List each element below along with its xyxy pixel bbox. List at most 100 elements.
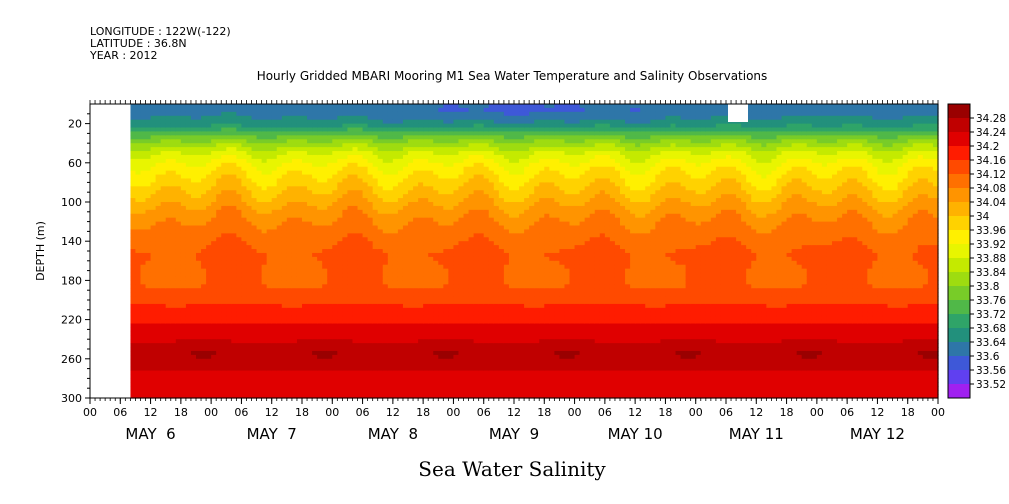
heatmap-cell [322, 331, 328, 336]
heatmap-cell [241, 209, 248, 215]
heatmap-cell [428, 119, 434, 125]
heatmap-cell [281, 162, 288, 168]
heatmap-cell [236, 107, 243, 113]
heatmap-cell [433, 115, 439, 121]
heatmap-cell [342, 237, 349, 242]
heatmap-cell [372, 366, 379, 372]
heatmap-cell [342, 139, 349, 144]
heatmap-cell [130, 362, 137, 368]
heatmap-cell [428, 292, 434, 297]
heatmap-cell [307, 276, 313, 281]
heatmap-cell [312, 280, 318, 285]
heatmap-cell [418, 256, 424, 262]
heatmap-cell [236, 280, 243, 285]
heatmap-cell [160, 131, 167, 136]
heatmap-cell [261, 343, 268, 348]
heatmap-cell [165, 323, 172, 329]
heatmap-cell [175, 233, 182, 238]
heatmap-cell [357, 202, 364, 207]
heatmap-cell [438, 339, 444, 344]
heatmap-cell [322, 362, 328, 368]
heatmap-cell [347, 194, 354, 199]
heatmap-cell [170, 280, 177, 285]
heatmap-cell [352, 276, 359, 281]
heatmap-cell [453, 123, 460, 129]
heatmap-cell [221, 205, 227, 211]
heatmap-cell [241, 143, 248, 148]
heatmap-cell [458, 252, 465, 258]
heatmap-cell [402, 343, 409, 348]
heatmap-cell [418, 154, 424, 160]
heatmap-cell [201, 331, 207, 336]
heatmap-cell [453, 252, 460, 258]
heatmap-cell [362, 135, 369, 140]
heatmap-cell [397, 386, 404, 391]
heatmap-cell [286, 225, 293, 231]
heatmap-cell [317, 221, 323, 227]
heatmap-cell [322, 162, 328, 168]
heatmap-cell [392, 335, 399, 340]
heatmap-cell [211, 354, 217, 360]
heatmap-cell [135, 350, 142, 356]
heatmap-cell [307, 104, 313, 109]
heatmap-cell [443, 358, 449, 364]
heatmap-cell [312, 154, 318, 160]
heatmap-cell [135, 217, 142, 223]
heatmap-cell [332, 323, 338, 329]
heatmap-cell [342, 111, 349, 117]
heatmap-cell [276, 394, 283, 399]
heatmap-cell [438, 115, 444, 121]
heatmap-cell [347, 382, 354, 387]
heatmap-cell [397, 327, 404, 332]
heatmap-cell [402, 315, 409, 321]
heatmap-cell [423, 300, 429, 305]
heatmap-cell [342, 131, 349, 136]
heatmap-cell [196, 284, 202, 289]
heatmap-cell [135, 205, 142, 211]
heatmap-cell [402, 378, 409, 383]
heatmap-cell [327, 107, 333, 113]
heatmap-cell [377, 335, 384, 340]
heatmap-cell [271, 166, 278, 172]
heatmap-cell [382, 135, 389, 140]
heatmap-cell [251, 233, 258, 238]
heatmap-cell [357, 127, 364, 133]
heatmap-cell [140, 162, 147, 168]
heatmap-cell [206, 327, 212, 332]
heatmap-cell [145, 178, 152, 183]
heatmap-cell [453, 256, 460, 262]
heatmap-cell [423, 260, 429, 266]
heatmap-cell [418, 323, 424, 329]
heatmap-cell [342, 378, 349, 383]
heatmap-cell [337, 194, 343, 199]
heatmap-cell [291, 370, 298, 376]
heatmap-cell [413, 170, 419, 176]
heatmap-cell [251, 288, 258, 293]
heatmap-cell [180, 162, 187, 168]
heatmap-cell [387, 260, 394, 266]
heatmap-cell [357, 280, 364, 285]
heatmap-cell [397, 347, 404, 352]
heatmap-cell [256, 233, 263, 238]
heatmap-cell [342, 162, 349, 168]
heatmap-cell [135, 280, 142, 285]
heatmap-cell [433, 158, 439, 164]
heatmap-cell [175, 315, 182, 321]
heatmap-cell [458, 143, 465, 148]
heatmap-cell [397, 135, 404, 140]
heatmap-cell [382, 119, 389, 125]
heatmap-cell [397, 202, 404, 207]
heatmap-cell [266, 249, 273, 254]
heatmap-cell [266, 300, 273, 305]
heatmap-cell [408, 331, 414, 336]
heatmap-cell [206, 362, 212, 368]
heatmap-cell [322, 335, 328, 340]
heatmap-cell [453, 249, 460, 254]
heatmap-cell [256, 323, 263, 329]
heatmap-cell [165, 174, 172, 180]
heatmap-cell [261, 143, 268, 148]
heatmap-cell [307, 382, 313, 387]
heatmap-cell [271, 303, 278, 309]
heatmap-cell [185, 154, 192, 160]
heatmap-cell [296, 198, 303, 203]
